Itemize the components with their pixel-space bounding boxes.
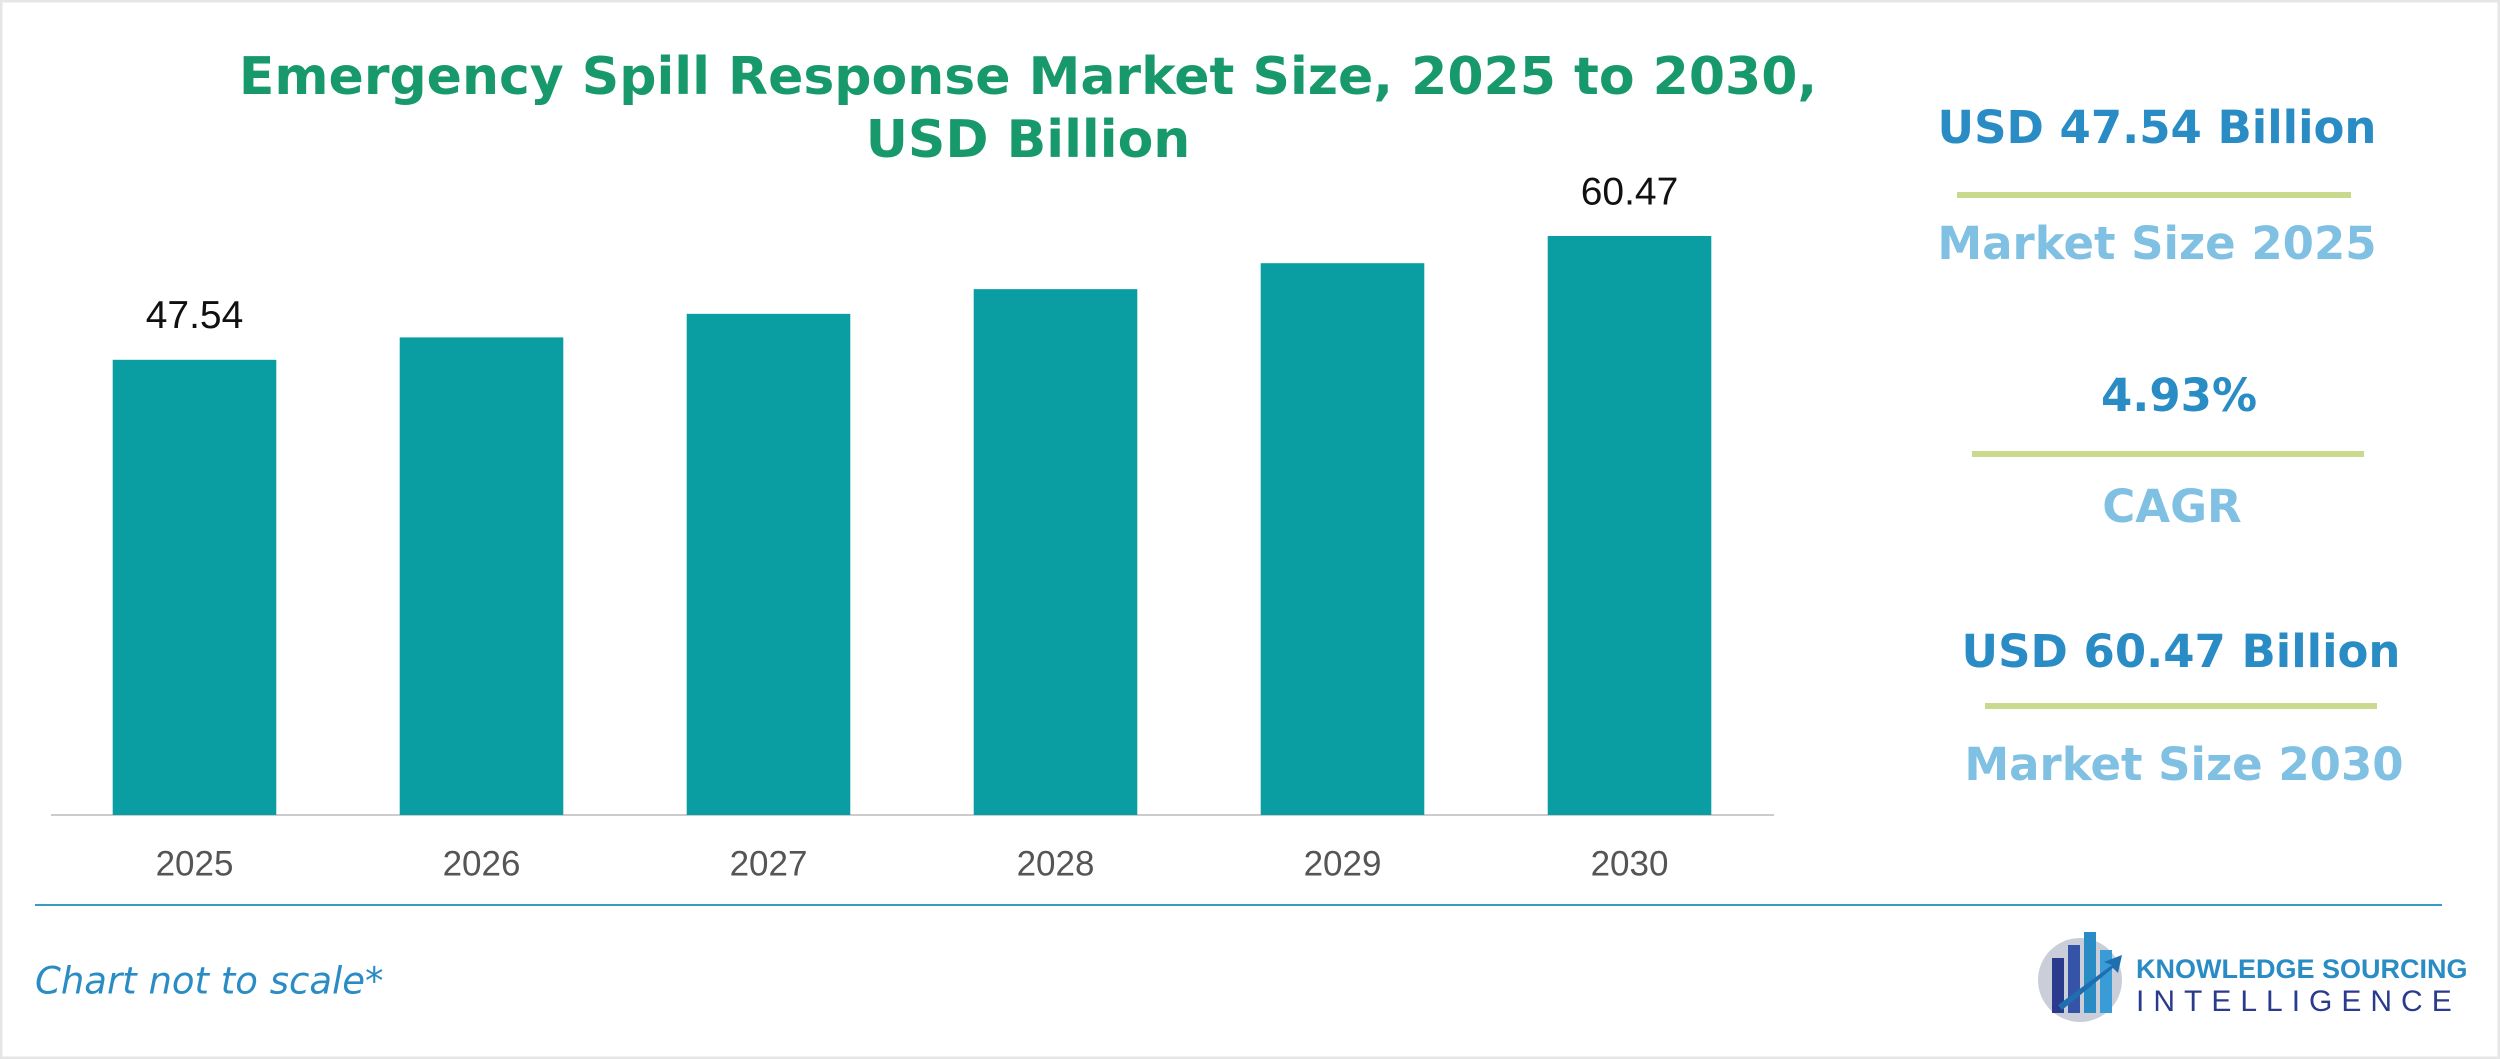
highlight-label: Market Size 2030: [1964, 738, 2403, 791]
bar: [112, 359, 277, 815]
logo-text: INTELLIGENCE: [2136, 985, 2461, 1018]
highlight-label: Market Size 2025: [1937, 217, 2376, 270]
value-label: 47.54: [146, 294, 244, 337]
bar: [1260, 263, 1425, 815]
highlight-value: 4.93%: [2101, 369, 2257, 422]
logo-icon: [2038, 932, 2122, 1022]
chart-title: USD Billion: [866, 110, 1191, 170]
x-tick-label: 2028: [1017, 844, 1095, 883]
bar: [973, 289, 1138, 815]
bar: [399, 337, 564, 815]
highlight-label: CAGR: [2102, 480, 2241, 533]
logo-text: KNOWLEDGE SOURCING: [2136, 954, 2468, 984]
highlight-value: USD 60.47 Billion: [1962, 625, 2401, 678]
x-tick-label: 2027: [730, 844, 808, 883]
x-tick-label: 2029: [1304, 844, 1382, 883]
highlight-value: USD 47.54 Billion: [1938, 101, 2377, 154]
chart-title: Emergency Spill Response Market Size, 20…: [239, 47, 1817, 107]
x-tick-label: 2030: [1591, 844, 1669, 883]
x-tick-label: 2026: [443, 844, 521, 883]
x-tick-label: 2025: [156, 844, 234, 883]
footnote: Chart not to scale*: [35, 960, 384, 1003]
bar: [1547, 236, 1712, 815]
bar: [686, 313, 851, 815]
value-label: 60.47: [1581, 170, 1679, 213]
